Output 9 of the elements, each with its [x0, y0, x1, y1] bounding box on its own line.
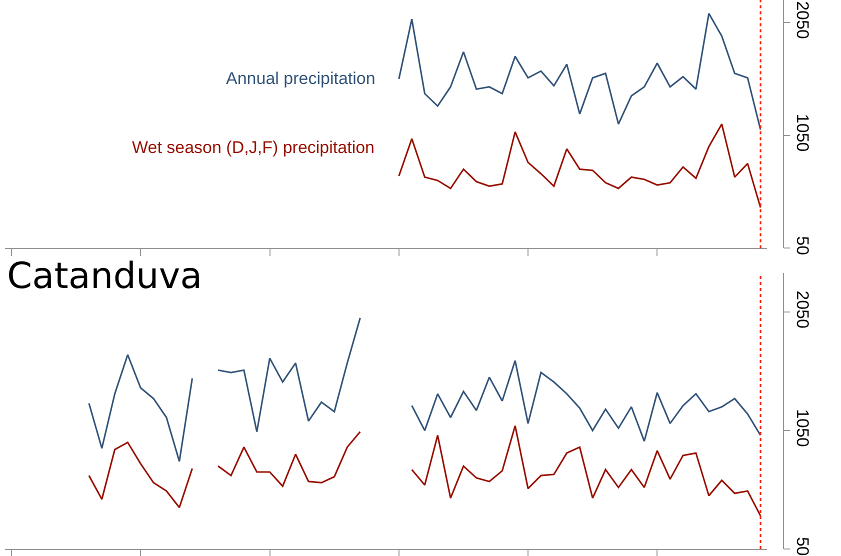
y-tick-label: 2050 [792, 1, 812, 39]
series-label: Annual precipitation [226, 69, 376, 88]
series-label: Wet season (D,J,F) precipitation [132, 138, 374, 157]
y-tick-label: 50 [792, 236, 812, 256]
y-tick-label: 1050 [792, 114, 812, 152]
y-tick-label: 2050 [792, 290, 812, 328]
y-tick-label: 1050 [792, 409, 812, 447]
y-tick-label: 50 [792, 536, 812, 556]
chart-title: Catanduva [7, 256, 202, 297]
